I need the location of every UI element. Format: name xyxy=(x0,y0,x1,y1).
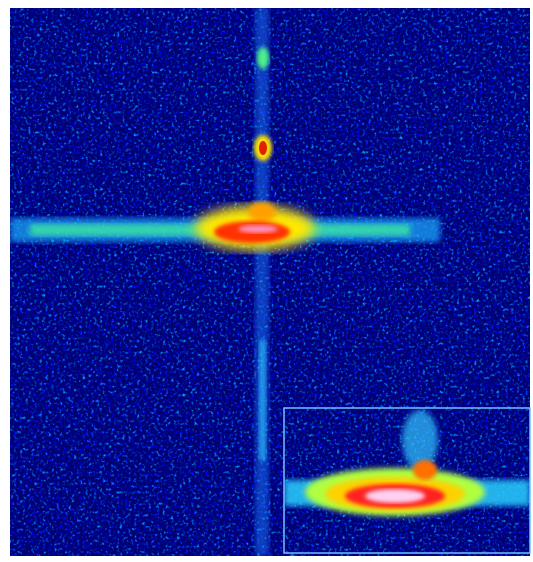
spot-upper xyxy=(257,47,269,69)
vertical-streak-lower xyxy=(259,340,266,460)
vertical-streak xyxy=(255,8,269,556)
inset-core xyxy=(365,489,425,503)
center-core xyxy=(238,225,278,233)
inset xyxy=(284,408,530,553)
image xyxy=(0,0,533,562)
inset-upper xyxy=(413,460,437,480)
center-upper xyxy=(248,202,276,222)
spot-middle-core xyxy=(259,141,267,155)
